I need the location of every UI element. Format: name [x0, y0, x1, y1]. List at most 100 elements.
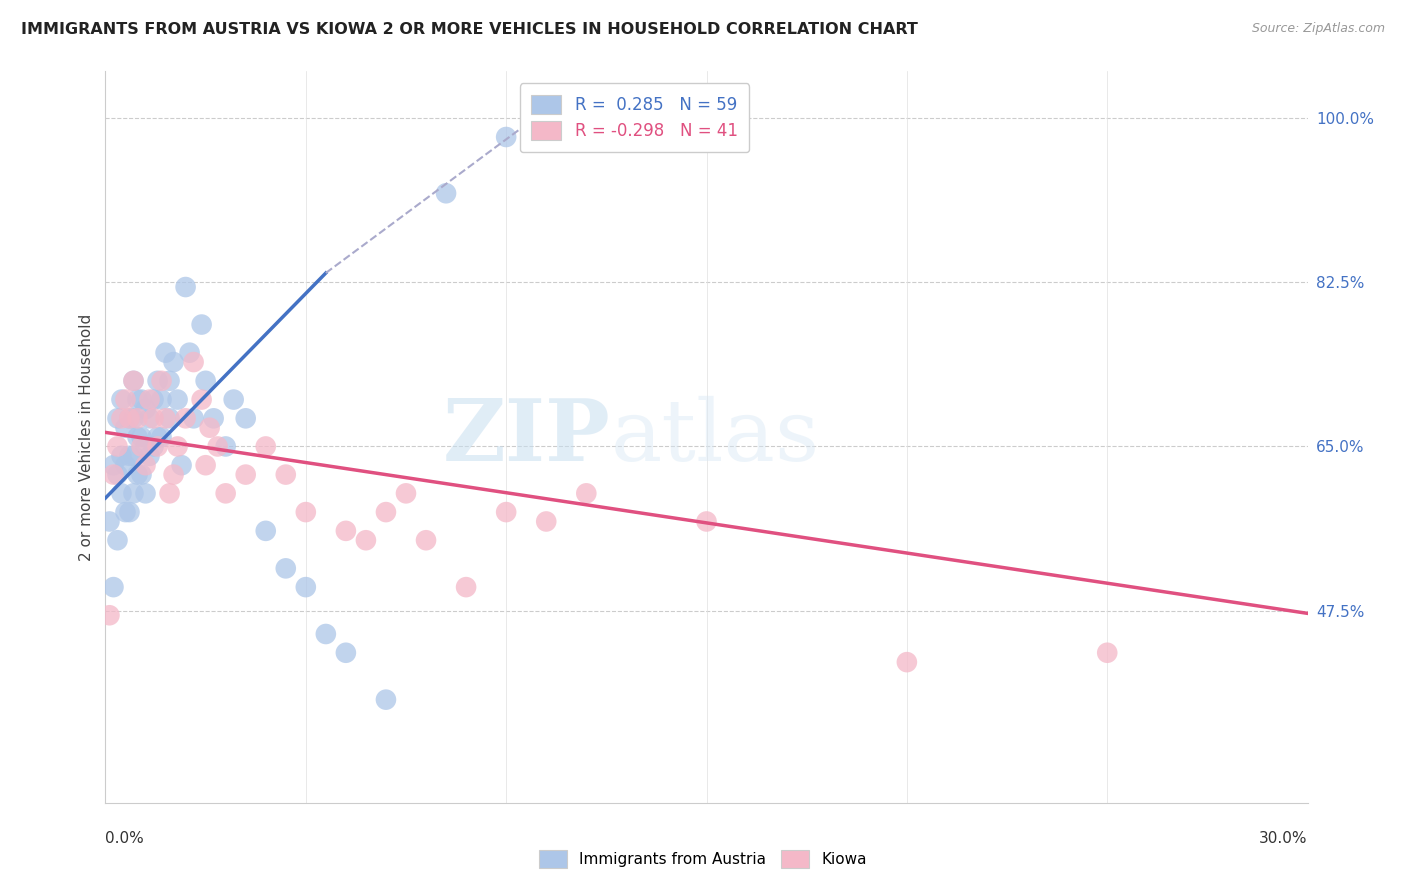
Point	[170, 458, 193, 473]
Point	[575, 486, 598, 500]
Point	[254, 524, 277, 538]
Point	[127, 467, 149, 482]
Point	[166, 392, 188, 407]
Point	[222, 392, 245, 407]
Point	[415, 533, 437, 548]
Point	[146, 374, 169, 388]
Text: atlas: atlas	[610, 395, 820, 479]
Point	[127, 392, 149, 407]
Point	[118, 411, 141, 425]
Point	[107, 440, 129, 454]
Point	[896, 655, 918, 669]
Point	[162, 355, 184, 369]
Text: IMMIGRANTS FROM AUSTRIA VS KIOWA 2 OR MORE VEHICLES IN HOUSEHOLD CORRELATION CHA: IMMIGRANTS FROM AUSTRIA VS KIOWA 2 OR MO…	[21, 22, 918, 37]
Point	[374, 505, 398, 519]
Point	[118, 449, 141, 463]
Point	[103, 467, 125, 482]
Point	[122, 449, 145, 463]
Point	[114, 505, 136, 519]
Point	[114, 392, 136, 407]
Point	[183, 411, 205, 425]
Point	[274, 467, 297, 482]
Point	[122, 374, 145, 388]
Point	[190, 392, 212, 407]
Point	[1097, 646, 1119, 660]
Point	[179, 345, 201, 359]
Point	[235, 467, 257, 482]
Point	[454, 580, 477, 594]
Point	[135, 440, 157, 454]
Point	[142, 411, 165, 425]
Point	[114, 420, 136, 434]
Point	[254, 440, 277, 454]
Point	[146, 440, 169, 454]
Point	[335, 524, 357, 538]
Point	[162, 467, 184, 482]
Point	[190, 318, 212, 332]
Point	[131, 392, 153, 407]
Y-axis label: 2 or more Vehicles in Household: 2 or more Vehicles in Household	[79, 313, 94, 561]
Point	[202, 411, 225, 425]
Point	[159, 374, 181, 388]
Point	[103, 580, 125, 594]
Point	[114, 458, 136, 473]
Point	[135, 401, 157, 416]
Point	[495, 505, 517, 519]
Point	[235, 411, 257, 425]
Point	[335, 646, 357, 660]
Point	[150, 374, 173, 388]
Point	[354, 533, 377, 548]
Point	[174, 280, 197, 294]
Point	[214, 440, 236, 454]
Point	[159, 486, 181, 500]
Point	[194, 374, 217, 388]
Point	[696, 515, 718, 529]
Point	[495, 130, 517, 145]
Text: 0.0%: 0.0%	[105, 831, 145, 846]
Point	[142, 392, 165, 407]
Point	[146, 430, 169, 444]
Text: ZIP: ZIP	[443, 395, 610, 479]
Point	[107, 411, 129, 425]
Point	[118, 411, 141, 425]
Text: 30.0%: 30.0%	[1260, 831, 1308, 846]
Point	[274, 561, 297, 575]
Point	[207, 440, 229, 454]
Point	[138, 392, 160, 407]
Point	[138, 449, 160, 463]
Point	[198, 420, 221, 434]
Point	[131, 440, 153, 454]
Point	[395, 486, 418, 500]
Point	[98, 515, 121, 529]
Point	[107, 467, 129, 482]
Text: Source: ZipAtlas.com: Source: ZipAtlas.com	[1251, 22, 1385, 36]
Point	[135, 458, 157, 473]
Point	[138, 411, 160, 425]
Point	[295, 580, 318, 594]
Point	[214, 486, 236, 500]
Point	[131, 467, 153, 482]
Point	[110, 449, 132, 463]
Point	[183, 355, 205, 369]
Point	[98, 608, 121, 623]
Point	[142, 440, 165, 454]
Legend: R =  0.285   N = 59, R = -0.298   N = 41: R = 0.285 N = 59, R = -0.298 N = 41	[520, 83, 749, 152]
Point	[131, 430, 153, 444]
Point	[127, 411, 149, 425]
Point	[295, 505, 318, 519]
Point	[122, 411, 145, 425]
Point	[110, 392, 132, 407]
Point	[150, 430, 173, 444]
Point	[315, 627, 337, 641]
Point	[135, 486, 157, 500]
Point	[155, 345, 177, 359]
Point	[534, 515, 557, 529]
Point	[122, 486, 145, 500]
Point	[110, 411, 132, 425]
Point	[155, 411, 177, 425]
Point	[122, 374, 145, 388]
Point	[110, 486, 132, 500]
Point	[159, 411, 181, 425]
Point	[118, 505, 141, 519]
Point	[150, 392, 173, 407]
